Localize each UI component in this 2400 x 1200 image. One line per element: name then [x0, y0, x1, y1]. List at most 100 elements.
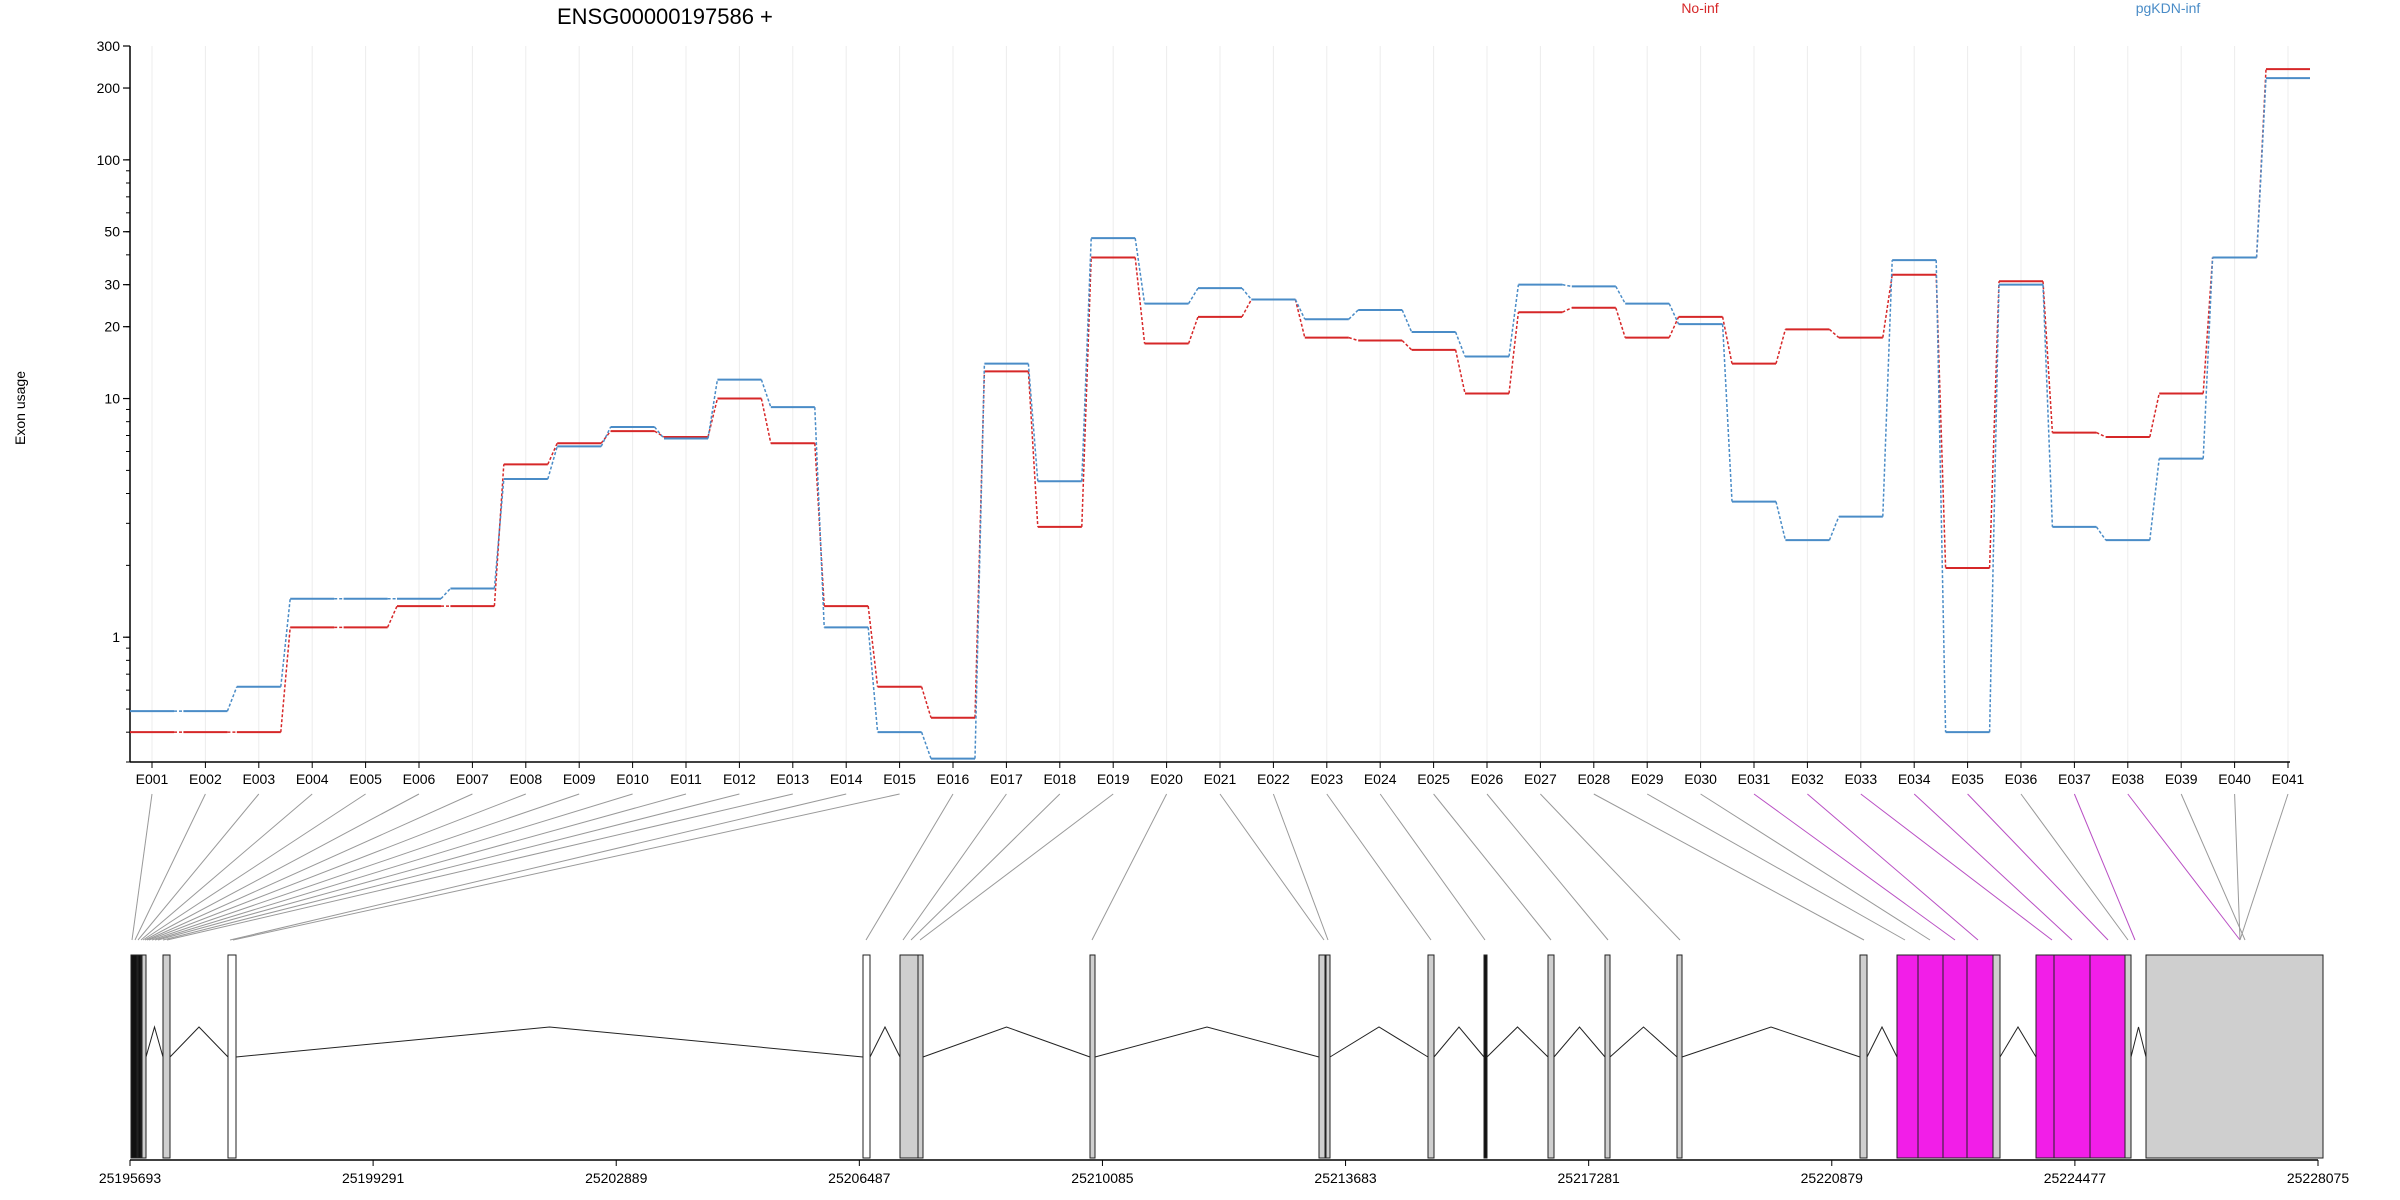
exon-connector	[2180, 793, 2246, 941]
exon-box	[1992, 954, 2001, 1159]
x-tick-label: E012	[723, 771, 756, 787]
legend-no-inf: No-inf	[1681, 0, 1718, 16]
exon-connector	[151, 793, 580, 941]
x-tick-label: E025	[1417, 771, 1450, 787]
genomic-tick-label: 25206487	[828, 1170, 891, 1186]
data-connector	[1401, 309, 1413, 333]
data-connector	[2255, 78, 2267, 258]
data-connector	[1241, 299, 1253, 318]
legend-pgkdn-inf: pgKDN-inf	[2136, 0, 2201, 16]
intron-line	[1329, 1026, 1429, 1058]
data-connector	[1775, 329, 1787, 364]
intron-line	[1433, 1026, 1485, 1058]
y-tick-label: 10	[104, 391, 120, 407]
exon-connector	[232, 793, 900, 941]
genomic-tick-label: 25202889	[585, 1170, 648, 1186]
exon-connector	[157, 793, 687, 941]
x-tick-label: E031	[1738, 771, 1771, 787]
exon-connector	[1486, 793, 1609, 941]
series-lines	[130, 68, 2310, 760]
exon-connector	[1433, 793, 1552, 941]
data-connector	[1935, 260, 1947, 733]
exon-box	[1604, 954, 1611, 1159]
exon-connector	[134, 793, 206, 941]
exon-box	[1427, 954, 1435, 1159]
data-connector	[1027, 371, 1039, 527]
x-tick-label: E036	[2005, 771, 2038, 787]
data-connector	[974, 363, 986, 759]
exon-box	[1325, 954, 1331, 1159]
exon-connector	[1540, 793, 1681, 941]
x-tick-label: E015	[883, 771, 916, 787]
exon-box	[899, 954, 919, 1159]
x-tick-label: E008	[509, 771, 542, 787]
data-connector	[1828, 328, 1840, 339]
exon-connector	[1272, 793, 1329, 941]
exon-connector	[144, 793, 420, 941]
exon-box	[227, 954, 237, 1159]
x-tick-label: E040	[2218, 771, 2251, 787]
data-connector	[867, 606, 879, 687]
exon-box	[2035, 954, 2055, 1159]
series-no-inf	[130, 68, 2310, 734]
gene-model: 25195693 25199291 25202889 25206487 25210085…	[99, 954, 2350, 1186]
intron-line	[1999, 1026, 2037, 1058]
exon-connector	[1593, 793, 1865, 941]
intron-line	[235, 1026, 864, 1058]
exon-connector	[142, 793, 366, 941]
x-tick-label: E039	[2165, 771, 2198, 787]
data-connector	[1187, 287, 1199, 304]
data-connector	[1187, 316, 1199, 344]
data-connector	[1562, 307, 1573, 313]
x-tick-label: E006	[403, 771, 436, 787]
intron-line	[922, 1026, 1091, 1058]
exon-connector	[919, 793, 1114, 941]
exon-connector	[166, 793, 793, 941]
data-connector	[760, 379, 772, 408]
y-tick-label: 1	[112, 629, 120, 645]
data-connector	[2149, 458, 2160, 541]
data-connector	[493, 478, 505, 589]
data-connector	[1508, 284, 1520, 357]
data-connector	[1134, 257, 1146, 344]
exon-box	[2053, 954, 2091, 1159]
intron-line	[1553, 1026, 1606, 1058]
x-tick-label: E001	[136, 771, 169, 787]
genomic-tick-label: 25228075	[2287, 1170, 2350, 1186]
genomic-tick-label: 25210085	[1071, 1170, 1134, 1186]
x-tick-label: E038	[2111, 771, 2144, 787]
data-connector	[920, 686, 932, 718]
data-connector	[1348, 336, 1359, 342]
intron-line	[1866, 1025, 1898, 1058]
exon-connector	[154, 793, 633, 941]
exon-box	[2089, 954, 2126, 1159]
x-tick-label: E041	[2272, 771, 2305, 787]
exon-connector	[902, 793, 1007, 941]
x-tick-label: E003	[242, 771, 275, 787]
x-tick-label: E028	[1577, 771, 1610, 787]
intron-line	[1681, 1026, 1861, 1058]
y-axis: 1 10 20 30 50 100 200 300	[97, 38, 131, 763]
exon-connector	[148, 793, 526, 941]
data-connector	[707, 398, 719, 438]
data-connector	[1454, 349, 1466, 394]
exon-connector	[2020, 793, 2129, 941]
y-tick-label: 50	[104, 224, 120, 240]
exon-box	[1483, 954, 1488, 1159]
exon-box	[1896, 954, 1919, 1159]
data-connector	[493, 464, 505, 607]
x-tick-label: E004	[296, 771, 329, 787]
exon-connector	[2239, 793, 2289, 941]
exon-box	[1318, 954, 1326, 1159]
data-connector	[547, 446, 558, 480]
x-tick-label: E019	[1097, 771, 1130, 787]
exon-box	[1676, 954, 1683, 1159]
data-connector	[1562, 283, 1572, 288]
x-tick-label: E032	[1791, 771, 1824, 787]
data-connector	[1401, 340, 1413, 351]
data-connector	[654, 430, 665, 438]
exon-connector	[1326, 793, 1432, 941]
exon-box	[1089, 954, 1096, 1159]
data-connector	[1935, 274, 1947, 569]
